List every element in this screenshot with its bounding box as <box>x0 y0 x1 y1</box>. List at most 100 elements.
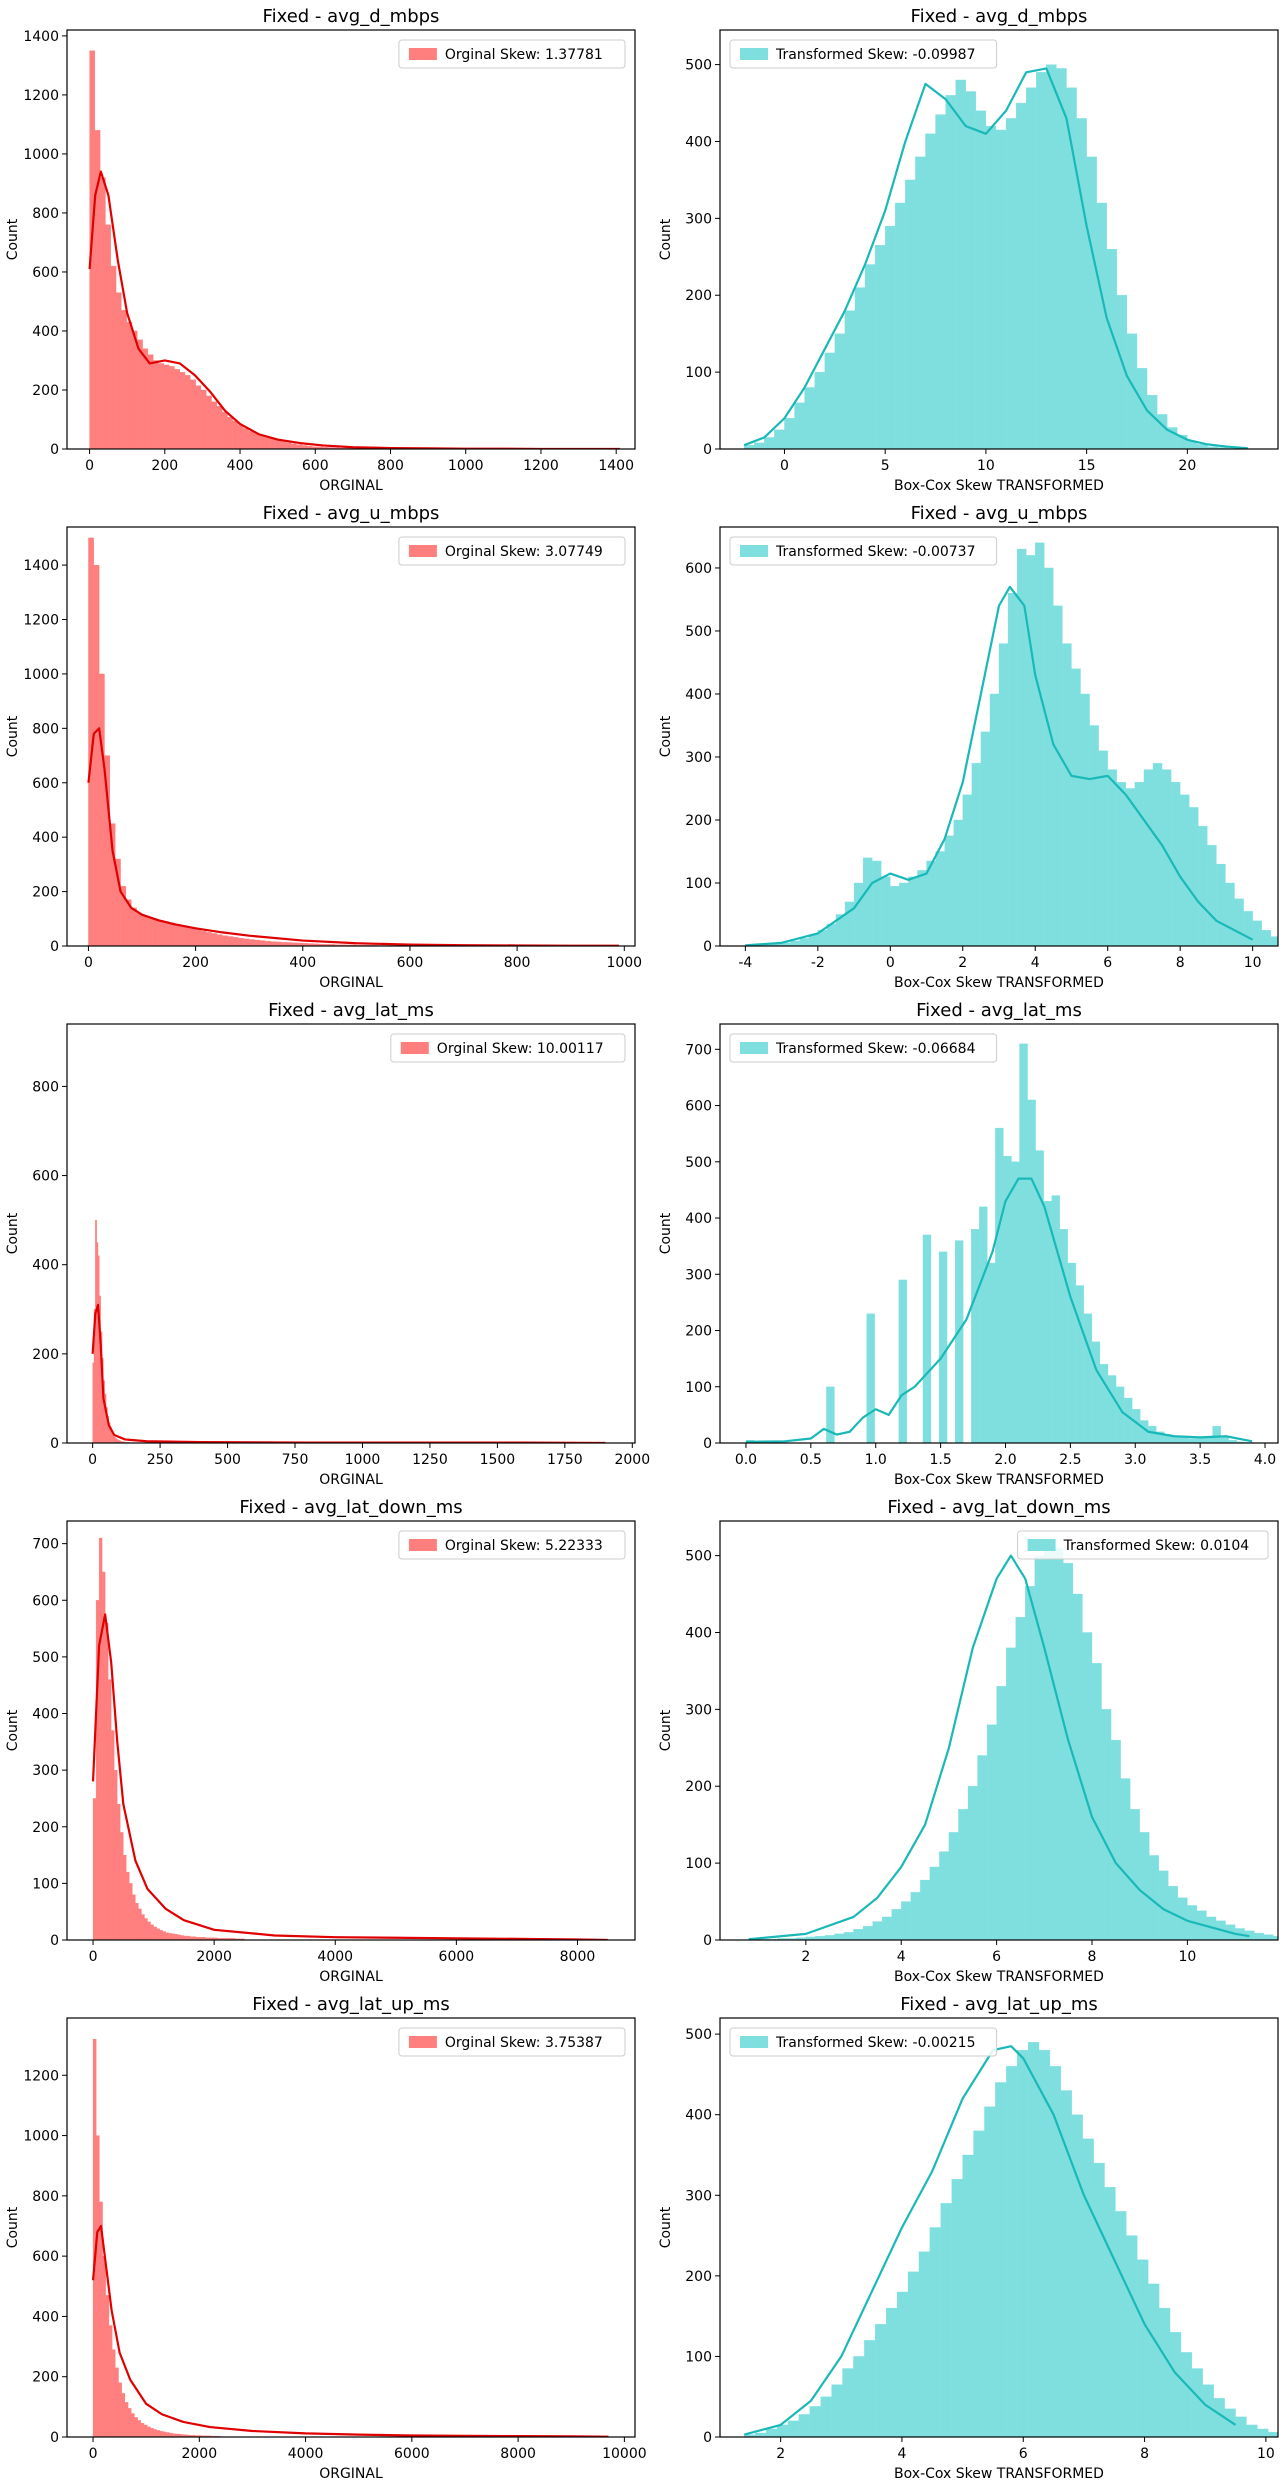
y-tick-label: 800 <box>32 721 59 737</box>
x-tick-label: 5 <box>881 458 890 474</box>
y-tick-label: 300 <box>685 1702 712 1718</box>
histogram-bar <box>1035 542 1045 946</box>
chart-title: Fixed - avg_lat_down_ms <box>887 1497 1110 1518</box>
kde-line <box>91 1303 606 1443</box>
histogram-bar <box>131 330 138 449</box>
y-tick-label: 100 <box>685 2349 712 2365</box>
histogram-bar <box>1011 1161 1020 1443</box>
histogram-bar <box>115 1438 118 1443</box>
histogram-bar <box>168 366 175 449</box>
histogram-bar <box>1027 1099 1036 1443</box>
kde-line <box>91 2224 609 2437</box>
y-tick-label: 100 <box>685 1856 712 1872</box>
legend-swatch <box>408 1539 437 1551</box>
x-tick-label: 0.0 <box>735 1452 757 1468</box>
histogram-bar <box>190 928 196 946</box>
x-tick-label: 0.5 <box>800 1452 822 1468</box>
legend-swatch <box>408 48 437 60</box>
histogram-bar <box>1015 1616 1026 1940</box>
y-axis-label: Count <box>5 1709 21 1751</box>
x-tick-label: 6 <box>1103 955 1112 971</box>
histogram-bar <box>945 95 956 449</box>
histogram-bar <box>1189 807 1199 946</box>
histogram-bar <box>866 1313 875 1443</box>
histogram-bar <box>259 940 266 946</box>
histogram-bars <box>92 1537 245 1940</box>
histogram-bar <box>958 1809 969 1940</box>
x-tick-label: 2.0 <box>994 1452 1016 1468</box>
x-tick-label: 200 <box>182 955 209 971</box>
histogram-bar <box>249 939 255 946</box>
legend-swatch <box>408 545 437 557</box>
axes-frame <box>719 1520 1279 1941</box>
chart-title: Fixed - avg_lat_up_ms <box>900 1994 1098 2015</box>
x-tick-label: 10 <box>1257 2446 1275 2462</box>
x-tick-label: 2 <box>776 2446 785 2462</box>
histogram-bar <box>820 2396 832 2437</box>
x-tick-label: 1000 <box>448 458 484 474</box>
histogram-bar <box>995 1127 1004 1443</box>
histogram-bar <box>1082 2138 1094 2437</box>
histogram-bar <box>243 428 249 449</box>
histogram-bar <box>1235 2416 1247 2437</box>
histogram-bar <box>1025 1586 1035 1940</box>
histogram-bar <box>102 2255 106 2437</box>
histogram-bar <box>108 2325 113 2437</box>
histogram-bar <box>826 1386 835 1443</box>
histogram-bar <box>1130 1809 1140 1940</box>
histogram-bar <box>156 2430 161 2437</box>
histogram-bar <box>132 1894 136 1940</box>
x-tick-label: 0 <box>780 458 789 474</box>
histogram-bar <box>99 673 105 946</box>
histogram-bar <box>174 1934 178 1940</box>
histogram-bar <box>232 420 239 449</box>
x-tick-label: 0 <box>89 1949 98 1965</box>
x-axis-label: ORGINAL <box>319 1472 383 1488</box>
chart-p3: 0 200 400 600 800 1000 0 200 400 600 800 1000 1200 14… <box>5 503 642 991</box>
legend-box <box>1017 1530 1269 1560</box>
x-tick-label: 2 <box>801 1949 810 1965</box>
x-tick-label: 800 <box>504 955 531 971</box>
legend-box <box>729 2027 998 2057</box>
histogram-bar <box>905 179 916 449</box>
y-tick-label: 400 <box>685 1211 712 1227</box>
histogram-bar <box>1091 1663 1102 1940</box>
x-tick-label: 10 <box>1178 1949 1196 1965</box>
histogram-bar <box>755 2432 767 2437</box>
histogram-bar <box>1005 118 1017 449</box>
y-tick-label: 600 <box>685 561 712 577</box>
histogram-bar <box>1207 845 1217 946</box>
y-tick-label: 1200 <box>23 613 59 629</box>
histogram-bar <box>1139 1832 1150 1940</box>
histogram-bar <box>954 1240 964 1443</box>
histogram-bar <box>153 360 159 449</box>
histogram-bar <box>180 1935 185 1940</box>
histogram-bar <box>100 177 106 449</box>
histogram-bar <box>834 333 846 449</box>
histogram-bar <box>1104 2187 1116 2437</box>
histogram-bar <box>1180 1437 1189 1443</box>
histogram-bar <box>141 1914 145 1940</box>
chart-title: Fixed - avg_lat_ms <box>268 1000 434 1021</box>
chart-p5: 0 250 500 750 1000 1250 1500 1750 2000 0 200 400 600… <box>5 1000 650 1488</box>
y-tick-label: 300 <box>685 1267 712 1283</box>
histogram-bars <box>92 2038 221 2437</box>
histogram-bar <box>899 882 909 946</box>
y-axis-label: Count <box>658 1709 674 1751</box>
histogram-bar <box>891 1909 902 1940</box>
histogram-bar <box>862 1926 873 1940</box>
x-tick-label: 600 <box>302 458 329 474</box>
y-tick-label: 600 <box>32 776 59 792</box>
histogram-bar <box>1246 2424 1258 2437</box>
histogram-bar <box>206 932 212 946</box>
histogram-bar <box>123 1854 127 1940</box>
histogram-bar <box>137 339 143 449</box>
histogram-bar <box>112 2349 116 2437</box>
histogram-bar <box>118 2382 122 2437</box>
histogram-bar <box>237 424 244 449</box>
histogram-bar <box>948 1832 959 1940</box>
histogram-bar <box>1017 2050 1029 2437</box>
legend: Transformed Skew: -0.00737 <box>729 536 998 566</box>
histogram-bar <box>987 1262 996 1443</box>
